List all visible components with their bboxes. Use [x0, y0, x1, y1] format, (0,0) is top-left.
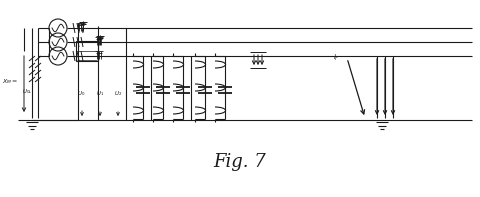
Bar: [76, 41, 98, 61]
Text: $U_{0L}$: $U_{0L}$: [22, 87, 32, 97]
Text: $U_1$: $U_1$: [96, 90, 104, 98]
Text: $i_F$: $i_F$: [333, 53, 340, 63]
Text: $U_0$: $U_0$: [77, 90, 85, 98]
Text: Fig. 7: Fig. 7: [214, 153, 266, 171]
Text: $U_2$: $U_2$: [114, 90, 122, 98]
Text: $X_{M}{\rm =}$: $X_{M}{\rm =}$: [2, 78, 18, 86]
